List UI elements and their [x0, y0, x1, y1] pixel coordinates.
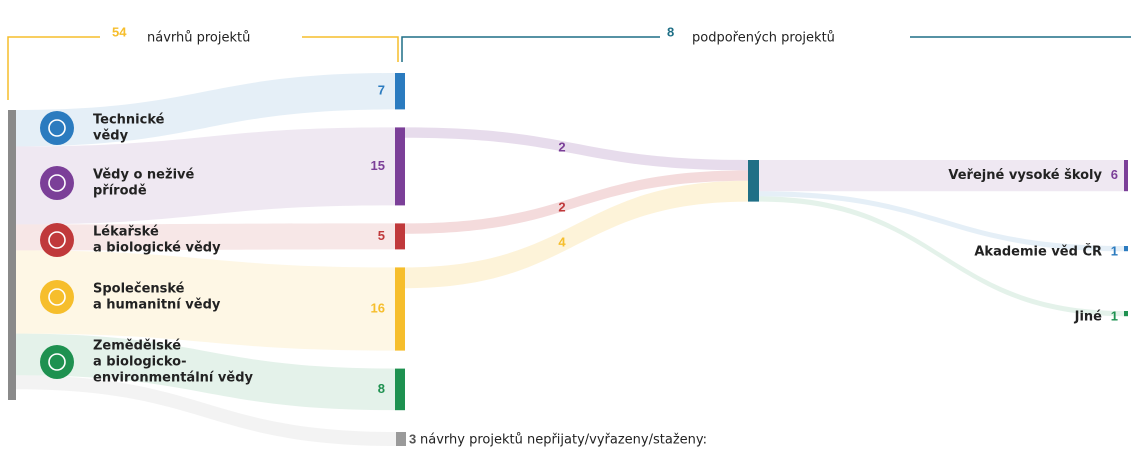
field-label: přírodě: [93, 184, 147, 199]
supported-count: 8: [667, 24, 674, 39]
proposals-label: návrhů projektů: [147, 31, 250, 46]
flow-value: 2: [558, 199, 565, 214]
flow: [16, 375, 396, 446]
field-label: a humanitní vědy: [93, 298, 221, 313]
flows: [16, 73, 1124, 446]
recipient-bar: [1124, 160, 1128, 192]
flow: [405, 180, 748, 289]
bracket: [302, 36, 399, 62]
flow: [759, 160, 1124, 192]
field-count: 5: [378, 228, 385, 243]
flow: [759, 196, 1124, 317]
field-count: 16: [371, 300, 385, 315]
supported-node: [748, 160, 759, 202]
flow-value: 2: [558, 139, 565, 154]
field-icon: [40, 345, 74, 379]
source-bar: [8, 110, 16, 400]
field-icon: [40, 280, 74, 314]
rejected-swatch: [396, 432, 406, 446]
flow: [16, 223, 395, 251]
field-label: Lékařské: [93, 225, 159, 240]
recipient-bar: [1124, 246, 1128, 252]
field-label: Vědy o neživé: [93, 168, 194, 183]
flow: [16, 127, 395, 225]
field-label: Technické: [93, 113, 165, 128]
field-count: 8: [378, 381, 385, 396]
flow: [16, 250, 395, 351]
field-bar: [395, 267, 405, 351]
field-icon: [40, 111, 74, 145]
proposals-count: 54: [112, 24, 127, 39]
field-label: a biologické vědy: [93, 241, 221, 256]
supported-label: podpořených projektů: [692, 31, 835, 46]
recipient-name: Veřejné vysoké školy: [948, 168, 1102, 183]
field-label: Společenské: [93, 282, 185, 297]
field-bar: [395, 223, 405, 250]
field-icon: [40, 223, 74, 257]
field-icon-glyph: [48, 119, 66, 137]
recipient-name: Akademie věd ČR: [974, 244, 1102, 260]
flow: [16, 333, 395, 411]
field-icon-glyph: [48, 353, 66, 371]
recipient-name: Jiné: [1074, 310, 1103, 325]
bracket: [7, 36, 100, 100]
field-icon-glyph: [48, 288, 66, 306]
field-bar: [395, 368, 405, 411]
rejected-label: návrhy projektů nepřijaty/vyřazeny/staže…: [420, 433, 707, 448]
field-bar: [395, 127, 405, 206]
field-count: 7: [378, 83, 385, 98]
flow: [759, 191, 1124, 252]
field-count: 15: [371, 158, 385, 173]
field-label: environmentální vědy: [93, 371, 253, 386]
rejected-count: 3: [409, 431, 416, 446]
field-label: a biologicko-: [93, 355, 186, 370]
flow: [16, 73, 395, 147]
flow: [405, 170, 748, 234]
recipient-count: 1: [1111, 308, 1118, 323]
field-label: vědy: [93, 129, 129, 144]
field-label: Zemědělské: [93, 339, 181, 354]
flow-value: 4: [558, 234, 566, 249]
recipient-bar: [1124, 311, 1128, 317]
field-icon-glyph: [48, 231, 66, 249]
field-icon: [40, 166, 74, 200]
recipient-count: 1: [1111, 243, 1118, 258]
bracket: [401, 36, 660, 62]
field-icon-glyph: [48, 174, 66, 192]
flow: [405, 127, 748, 171]
recipient-count: 6: [1111, 167, 1118, 182]
field-bar: [395, 73, 405, 110]
